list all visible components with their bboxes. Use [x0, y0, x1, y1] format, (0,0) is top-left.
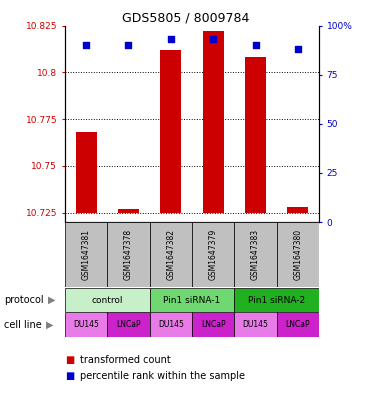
- Bar: [150, 312, 192, 337]
- Bar: [107, 312, 150, 337]
- Bar: [234, 288, 319, 312]
- Point: [125, 42, 131, 48]
- Text: cell line: cell line: [4, 320, 42, 330]
- Text: ▶: ▶: [46, 320, 54, 330]
- Text: transformed count: transformed count: [80, 355, 171, 365]
- Bar: [160, 50, 181, 213]
- Text: DU145: DU145: [73, 320, 99, 329]
- Text: ■: ■: [65, 355, 74, 365]
- Point: [295, 46, 301, 52]
- Text: GSM1647381: GSM1647381: [82, 229, 91, 280]
- Text: ■: ■: [65, 371, 74, 381]
- Bar: [65, 288, 150, 312]
- Text: DU145: DU145: [243, 320, 269, 329]
- Text: ▶: ▶: [48, 295, 56, 305]
- Text: GSM1647382: GSM1647382: [166, 229, 175, 280]
- Text: LNCaP: LNCaP: [286, 320, 310, 329]
- Bar: [107, 222, 150, 287]
- Text: GSM1647380: GSM1647380: [293, 229, 302, 280]
- Text: protocol: protocol: [4, 295, 43, 305]
- Bar: [150, 222, 192, 287]
- Text: DU145: DU145: [158, 320, 184, 329]
- Bar: [277, 222, 319, 287]
- Text: LNCaP: LNCaP: [116, 320, 141, 329]
- Point: [168, 36, 174, 42]
- Text: GSM1647378: GSM1647378: [124, 229, 133, 280]
- Bar: [118, 209, 139, 213]
- Bar: [234, 312, 277, 337]
- Bar: [203, 31, 224, 213]
- Text: GDS5805 / 8009784: GDS5805 / 8009784: [122, 11, 249, 24]
- Bar: [245, 57, 266, 213]
- Bar: [287, 207, 308, 213]
- Bar: [192, 312, 234, 337]
- Bar: [277, 312, 319, 337]
- Bar: [65, 222, 107, 287]
- Text: LNCaP: LNCaP: [201, 320, 226, 329]
- Bar: [76, 132, 97, 213]
- Bar: [192, 222, 234, 287]
- Text: Pin1 siRNA-2: Pin1 siRNA-2: [248, 296, 305, 305]
- Text: percentile rank within the sample: percentile rank within the sample: [80, 371, 245, 381]
- Point: [253, 42, 259, 48]
- Bar: [150, 288, 234, 312]
- Bar: [65, 312, 107, 337]
- Point: [210, 36, 216, 42]
- Text: GSM1647383: GSM1647383: [251, 229, 260, 280]
- Point: [83, 42, 89, 48]
- Text: control: control: [92, 296, 123, 305]
- Text: GSM1647379: GSM1647379: [209, 229, 218, 280]
- Bar: [234, 222, 277, 287]
- Text: Pin1 siRNA-1: Pin1 siRNA-1: [163, 296, 221, 305]
